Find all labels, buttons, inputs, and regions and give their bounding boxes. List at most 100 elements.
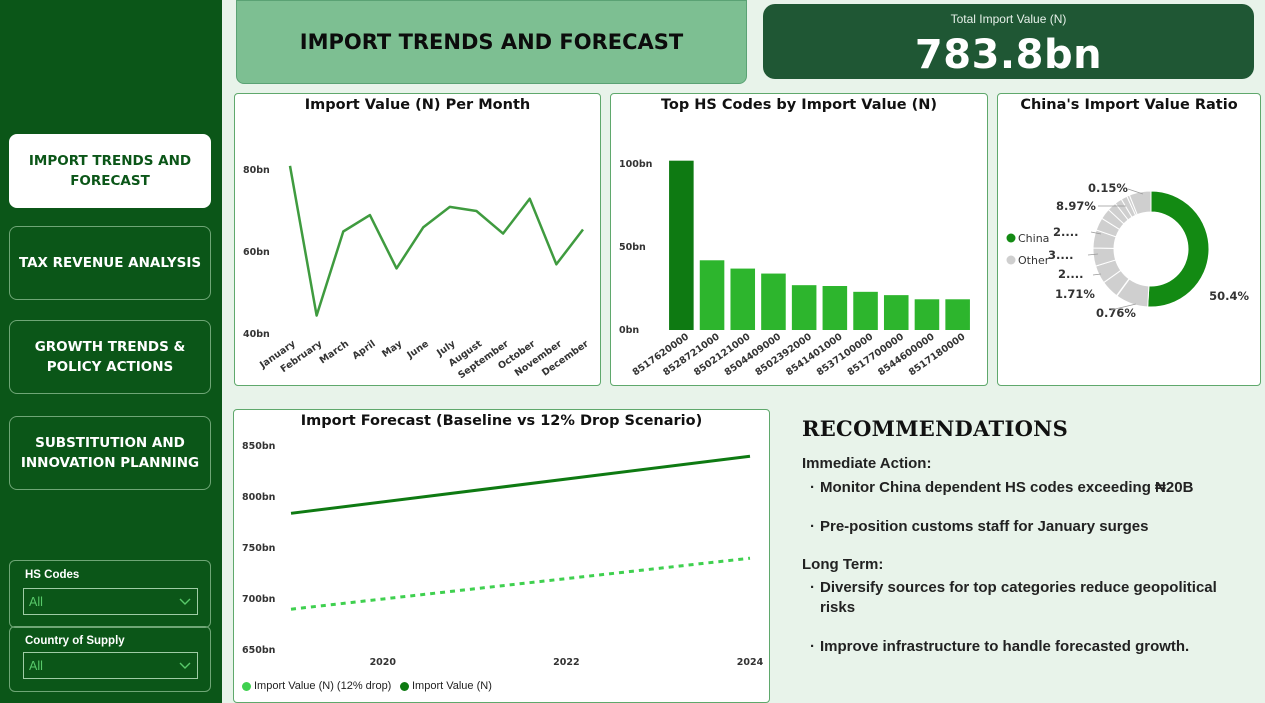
hs-codes-filter: HS Codes All bbox=[9, 560, 211, 628]
nav-substitution-button[interactable]: SUBSTITUTION AND INNOVATION PLANNING bbox=[9, 416, 211, 490]
country-filter-title: Country of Supply bbox=[25, 635, 125, 647]
series-line bbox=[288, 165, 584, 317]
y-tick-label: 700bn bbox=[242, 594, 276, 605]
nav-label: GROWTH TRENDS & POLICY ACTIONS bbox=[34, 339, 186, 375]
y-tick-label: 650bn bbox=[242, 645, 276, 656]
leader-line bbox=[1090, 231, 1102, 235]
sidebar: IMPORT TRENDS AND FORECAST TAX REVENUE A… bbox=[0, 0, 222, 703]
bar bbox=[669, 160, 694, 330]
y-tick-label: 750bn bbox=[242, 543, 276, 554]
legend-label: Import Value (N) bbox=[412, 680, 492, 692]
nav-growth-trends-button[interactable]: GROWTH TRENDS & POLICY ACTIONS bbox=[9, 320, 211, 394]
chevron-down-icon bbox=[179, 662, 191, 669]
bar bbox=[883, 295, 909, 330]
legend-label: Import Value (N) (12% drop) bbox=[254, 680, 392, 692]
kpi-label: Total Import Value (N) bbox=[950, 12, 1067, 26]
legend-baseline: Import Value (N) bbox=[400, 680, 492, 692]
hs-bar-plot: 0bn50bn100bn8517620000852872100085021210… bbox=[619, 159, 970, 378]
nav-label: TAX REVENUE ANALYSIS bbox=[18, 255, 202, 271]
slice-label: 0.15% bbox=[1088, 181, 1128, 195]
country-dropdown[interactable]: All bbox=[23, 652, 198, 679]
chevron-down-icon bbox=[179, 598, 191, 605]
hs-codes-dropdown-value: All bbox=[29, 595, 43, 609]
hs-codes-dropdown[interactable]: All bbox=[23, 588, 198, 615]
leader-line bbox=[1110, 303, 1137, 311]
y-tick-label: 800bn bbox=[242, 492, 276, 503]
nav-label: SUBSTITUTION AND INNOVATION PLANNING bbox=[20, 435, 200, 471]
chart-title: Import Value (N) Per Month bbox=[304, 97, 531, 113]
leader-line bbox=[1087, 253, 1099, 256]
x-tick-label: March bbox=[318, 338, 351, 366]
nav-label: IMPORT TRENDS AND FORECAST bbox=[28, 153, 192, 189]
x-tick-label: May bbox=[380, 338, 405, 360]
hs-codes-filter-title: HS Codes bbox=[25, 569, 80, 581]
slice-label: 3.... bbox=[1048, 248, 1073, 262]
immediate-heading: Immediate Action: bbox=[802, 455, 932, 472]
nav-tax-revenue-button[interactable]: TAX REVENUE ANALYSIS bbox=[9, 226, 211, 300]
legend-dot-china bbox=[1006, 233, 1016, 243]
bar bbox=[914, 299, 940, 330]
y-tick-label: 40bn bbox=[243, 329, 270, 340]
china-ratio-chart: China's Import Value Ratio China Other 50.… bbox=[997, 93, 1261, 386]
bar bbox=[761, 273, 786, 330]
legend-dot-light bbox=[242, 681, 251, 691]
donut-plot: China Other 50.4% 8.97% 0.15% 2.... 3.... 2....… bbox=[1006, 181, 1249, 320]
bar bbox=[791, 285, 817, 330]
forecast-line-plot: 650bn 700bn 750bn 800bn 850bn 2020 2022 2024 bbox=[242, 441, 764, 668]
kpi-value: 783.8bn bbox=[914, 32, 1103, 78]
recommendation-item: Diversify sources for top categories red… bbox=[802, 578, 1247, 618]
x-tick-label: 2020 bbox=[370, 657, 397, 668]
series-line-baseline bbox=[290, 454, 751, 515]
chart-title: Top HS Codes by Import Value (N) bbox=[660, 97, 938, 113]
x-tick-label: 2022 bbox=[553, 657, 579, 668]
legend-dot-dark bbox=[400, 681, 409, 691]
legend-drop: Import Value (N) (12% drop) bbox=[242, 680, 391, 692]
page-title-box: IMPORT TRENDS AND FORECAST bbox=[236, 0, 747, 84]
hs-codes-chart: Top HS Codes by Import Value (N) 0bn 50bn… bbox=[610, 93, 988, 386]
chart-title: China's Import Value Ratio bbox=[1020, 97, 1238, 113]
chart-title: Import Forecast (Baseline vs 12% Drop Sc… bbox=[300, 413, 703, 429]
leader-line bbox=[1127, 188, 1144, 195]
slice-label: 1.71% bbox=[1055, 287, 1095, 301]
recommendation-item: Monitor China dependent HS codes exceedi… bbox=[802, 478, 1247, 498]
longterm-heading: Long Term: bbox=[802, 556, 884, 573]
y-tick-label: 50bn bbox=[619, 242, 646, 253]
legend-dot-other bbox=[1006, 255, 1016, 265]
recommendations-panel: RECOMMENDATIONS Immediate Action: Monito… bbox=[802, 416, 1247, 657]
leader-line bbox=[1092, 273, 1102, 276]
slice-label: 0.76% bbox=[1096, 306, 1136, 320]
country-filter: Country of Supply All bbox=[9, 626, 211, 692]
slice-label: 8.97% bbox=[1056, 199, 1096, 213]
nav-import-trends-button[interactable]: IMPORT TRENDS AND FORECAST bbox=[9, 134, 211, 208]
bar bbox=[945, 299, 970, 330]
kpi-card: Total Import Value (N) 783.8bn bbox=[763, 4, 1254, 79]
recommendation-item: Improve infrastructure to handle forecas… bbox=[802, 637, 1247, 657]
x-tick-label: 2024 bbox=[737, 657, 764, 668]
monthly-import-chart: Import Value (N) Per Month 40bn 60bn 80bn J… bbox=[234, 93, 601, 386]
slice-label: 2.... bbox=[1053, 225, 1078, 239]
slice-label: 2.... bbox=[1058, 267, 1083, 281]
y-tick-label: 80bn bbox=[243, 165, 270, 176]
bar bbox=[699, 260, 725, 330]
y-tick-label: 60bn bbox=[243, 247, 270, 258]
x-tick-label: June bbox=[405, 338, 431, 361]
x-tick-label: April bbox=[351, 338, 378, 362]
country-dropdown-value: All bbox=[29, 659, 43, 673]
slice-label: 50.4% bbox=[1209, 289, 1249, 303]
series-line-drop bbox=[290, 556, 751, 611]
y-tick-label: 100bn bbox=[619, 159, 653, 170]
y-tick-label: 0bn bbox=[619, 325, 639, 336]
legend-label: China bbox=[1018, 232, 1049, 245]
page-title: IMPORT TRENDS AND FORECAST bbox=[299, 30, 684, 54]
bar bbox=[730, 268, 756, 330]
forecast-chart: Import Forecast (Baseline vs 12% Drop Sc… bbox=[233, 409, 770, 703]
recommendation-item: Pre-position customs staff for January s… bbox=[802, 517, 1247, 537]
bar bbox=[822, 286, 848, 330]
y-tick-label: 850bn bbox=[242, 441, 276, 452]
recommendations-title: RECOMMENDATIONS bbox=[802, 416, 1069, 441]
bar bbox=[853, 291, 878, 330]
donut-slice bbox=[1147, 190, 1210, 308]
legend-label: Other bbox=[1018, 254, 1050, 267]
donut-slice bbox=[1128, 190, 1152, 216]
